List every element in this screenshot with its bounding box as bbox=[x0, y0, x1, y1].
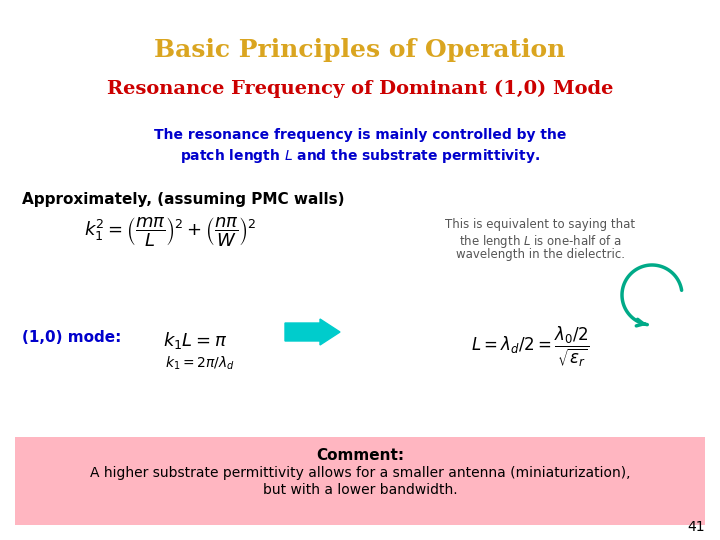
Text: the length $L$ is one-half of a: the length $L$ is one-half of a bbox=[459, 233, 621, 250]
Text: $k_1 L = \pi$: $k_1 L = \pi$ bbox=[163, 330, 227, 351]
Text: $L = \lambda_d / 2 = \dfrac{\lambda_0 / 2}{\sqrt{\varepsilon_r}}$: $L = \lambda_d / 2 = \dfrac{\lambda_0 / … bbox=[471, 325, 590, 369]
Text: A higher substrate permittivity allows for a smaller antenna (miniaturization),: A higher substrate permittivity allows f… bbox=[90, 466, 630, 480]
Text: This is equivalent to saying that: This is equivalent to saying that bbox=[445, 218, 635, 231]
Text: Comment:: Comment: bbox=[316, 448, 404, 463]
Text: but with a lower bandwidth.: but with a lower bandwidth. bbox=[263, 483, 457, 497]
Text: (1,0) mode:: (1,0) mode: bbox=[22, 330, 122, 345]
Text: $k_1 = 2\pi / \lambda_d$: $k_1 = 2\pi / \lambda_d$ bbox=[165, 355, 235, 373]
Text: The resonance frequency is mainly controlled by the: The resonance frequency is mainly contro… bbox=[154, 128, 566, 142]
Text: 41: 41 bbox=[688, 520, 705, 534]
Text: Approximately, (assuming PMC walls): Approximately, (assuming PMC walls) bbox=[22, 192, 344, 207]
Text: Basic Principles of Operation: Basic Principles of Operation bbox=[154, 38, 566, 62]
Text: wavelength in the dielectric.: wavelength in the dielectric. bbox=[456, 248, 624, 261]
Text: $k_1^2 = \left(\dfrac{m\pi}{L}\right)^2 + \left(\dfrac{n\pi}{W}\right)^2$: $k_1^2 = \left(\dfrac{m\pi}{L}\right)^2 … bbox=[84, 215, 256, 248]
FancyBboxPatch shape bbox=[15, 437, 705, 525]
Text: Resonance Frequency of Dominant (1,0) Mode: Resonance Frequency of Dominant (1,0) Mo… bbox=[107, 80, 613, 98]
FancyArrow shape bbox=[285, 319, 340, 345]
Text: patch length $L$ and the substrate permittivity.: patch length $L$ and the substrate permi… bbox=[180, 147, 540, 165]
